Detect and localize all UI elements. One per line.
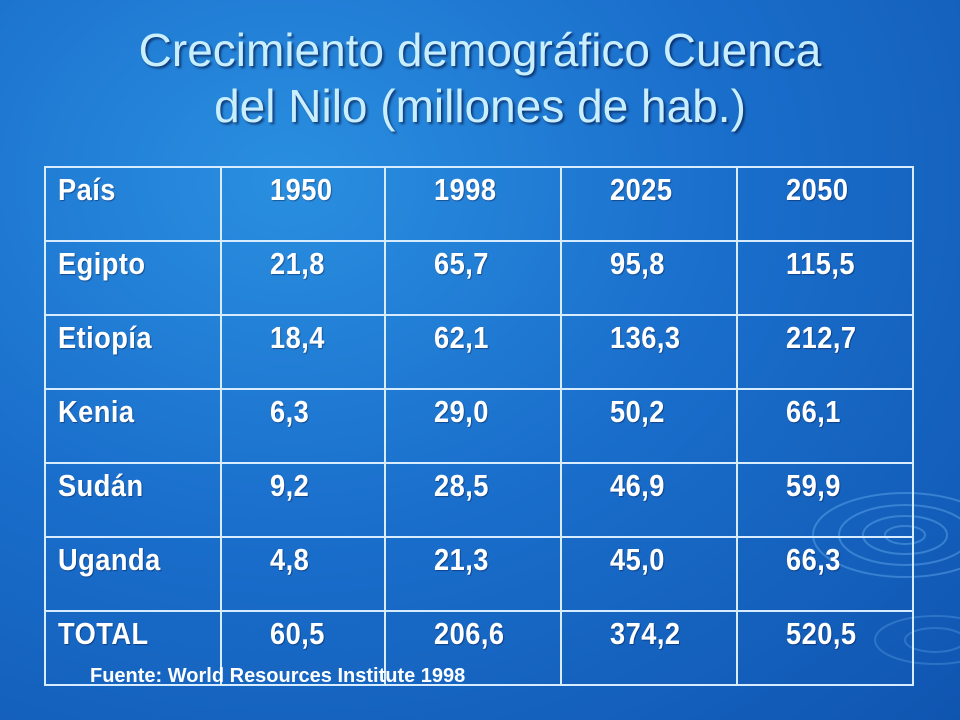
total-label-cell: TOTAL xyxy=(44,610,222,686)
value-cell: 46,9 xyxy=(559,462,738,538)
value-cell: 62,1 xyxy=(383,314,562,390)
header-cell-country: País xyxy=(44,166,222,242)
value-cell: 95,8 xyxy=(559,240,738,316)
total-value-cell: 206,6 xyxy=(383,610,562,686)
value-cell: 66,3 xyxy=(735,536,915,612)
header-cell-1998: 1998 xyxy=(383,166,562,242)
value-cell: 212,7 xyxy=(735,314,915,390)
slide-title: Crecimiento demográfico Cuenca del Nilo … xyxy=(40,22,920,134)
title-line-1: Crecimiento demográfico Cuenca xyxy=(138,24,822,76)
value-cell: 18,4 xyxy=(220,314,386,390)
title-line-2: del Nilo (millones de hab.) xyxy=(214,80,746,132)
source-caption: Fuente: World Resources Institute 1998 xyxy=(90,665,466,687)
total-value-cell: 374,2 xyxy=(559,610,738,686)
value-cell: 115,5 xyxy=(735,240,915,316)
population-table: País 1950 1998 2025 2050 Egipto 21,8 65,… xyxy=(44,166,915,686)
value-cell: 6,3 xyxy=(220,388,386,464)
value-cell: 9,2 xyxy=(220,462,386,538)
value-cell: 28,5 xyxy=(383,462,562,538)
header-cell-1950: 1950 xyxy=(220,166,386,242)
value-cell: 136,3 xyxy=(559,314,738,390)
value-cell: 45,0 xyxy=(559,536,738,612)
value-cell: 59,9 xyxy=(735,462,915,538)
table-row: Kenia 6,3 29,0 50,2 66,1 xyxy=(44,388,915,464)
country-cell: Uganda xyxy=(44,536,222,612)
table-row: Egipto 21,8 65,7 95,8 115,5 xyxy=(44,240,915,316)
country-cell: Kenia xyxy=(44,388,222,464)
value-cell: 50,2 xyxy=(559,388,738,464)
value-cell: 29,0 xyxy=(383,388,562,464)
country-cell: Sudán xyxy=(44,462,222,538)
table-header-row: País 1950 1998 2025 2050 xyxy=(44,166,915,242)
table-row: Etiopía 18,4 62,1 136,3 212,7 xyxy=(44,314,915,390)
country-cell: Etiopía xyxy=(44,314,222,390)
table-row: Sudán 9,2 28,5 46,9 59,9 xyxy=(44,462,915,538)
table-row: Uganda 4,8 21,3 45,0 66,3 xyxy=(44,536,915,612)
total-value-cell: 520,5 xyxy=(735,610,915,686)
value-cell: 21,8 xyxy=(220,240,386,316)
header-cell-2050: 2050 xyxy=(735,166,915,242)
country-cell: Egipto xyxy=(44,240,222,316)
value-cell: 21,3 xyxy=(383,536,562,612)
total-value-cell: 60,5 xyxy=(220,610,386,686)
value-cell: 4,8 xyxy=(220,536,386,612)
value-cell: 66,1 xyxy=(735,388,915,464)
value-cell: 65,7 xyxy=(383,240,562,316)
table-total-row: TOTAL 60,5 206,6 374,2 520,5 xyxy=(44,610,915,686)
header-cell-2025: 2025 xyxy=(559,166,738,242)
